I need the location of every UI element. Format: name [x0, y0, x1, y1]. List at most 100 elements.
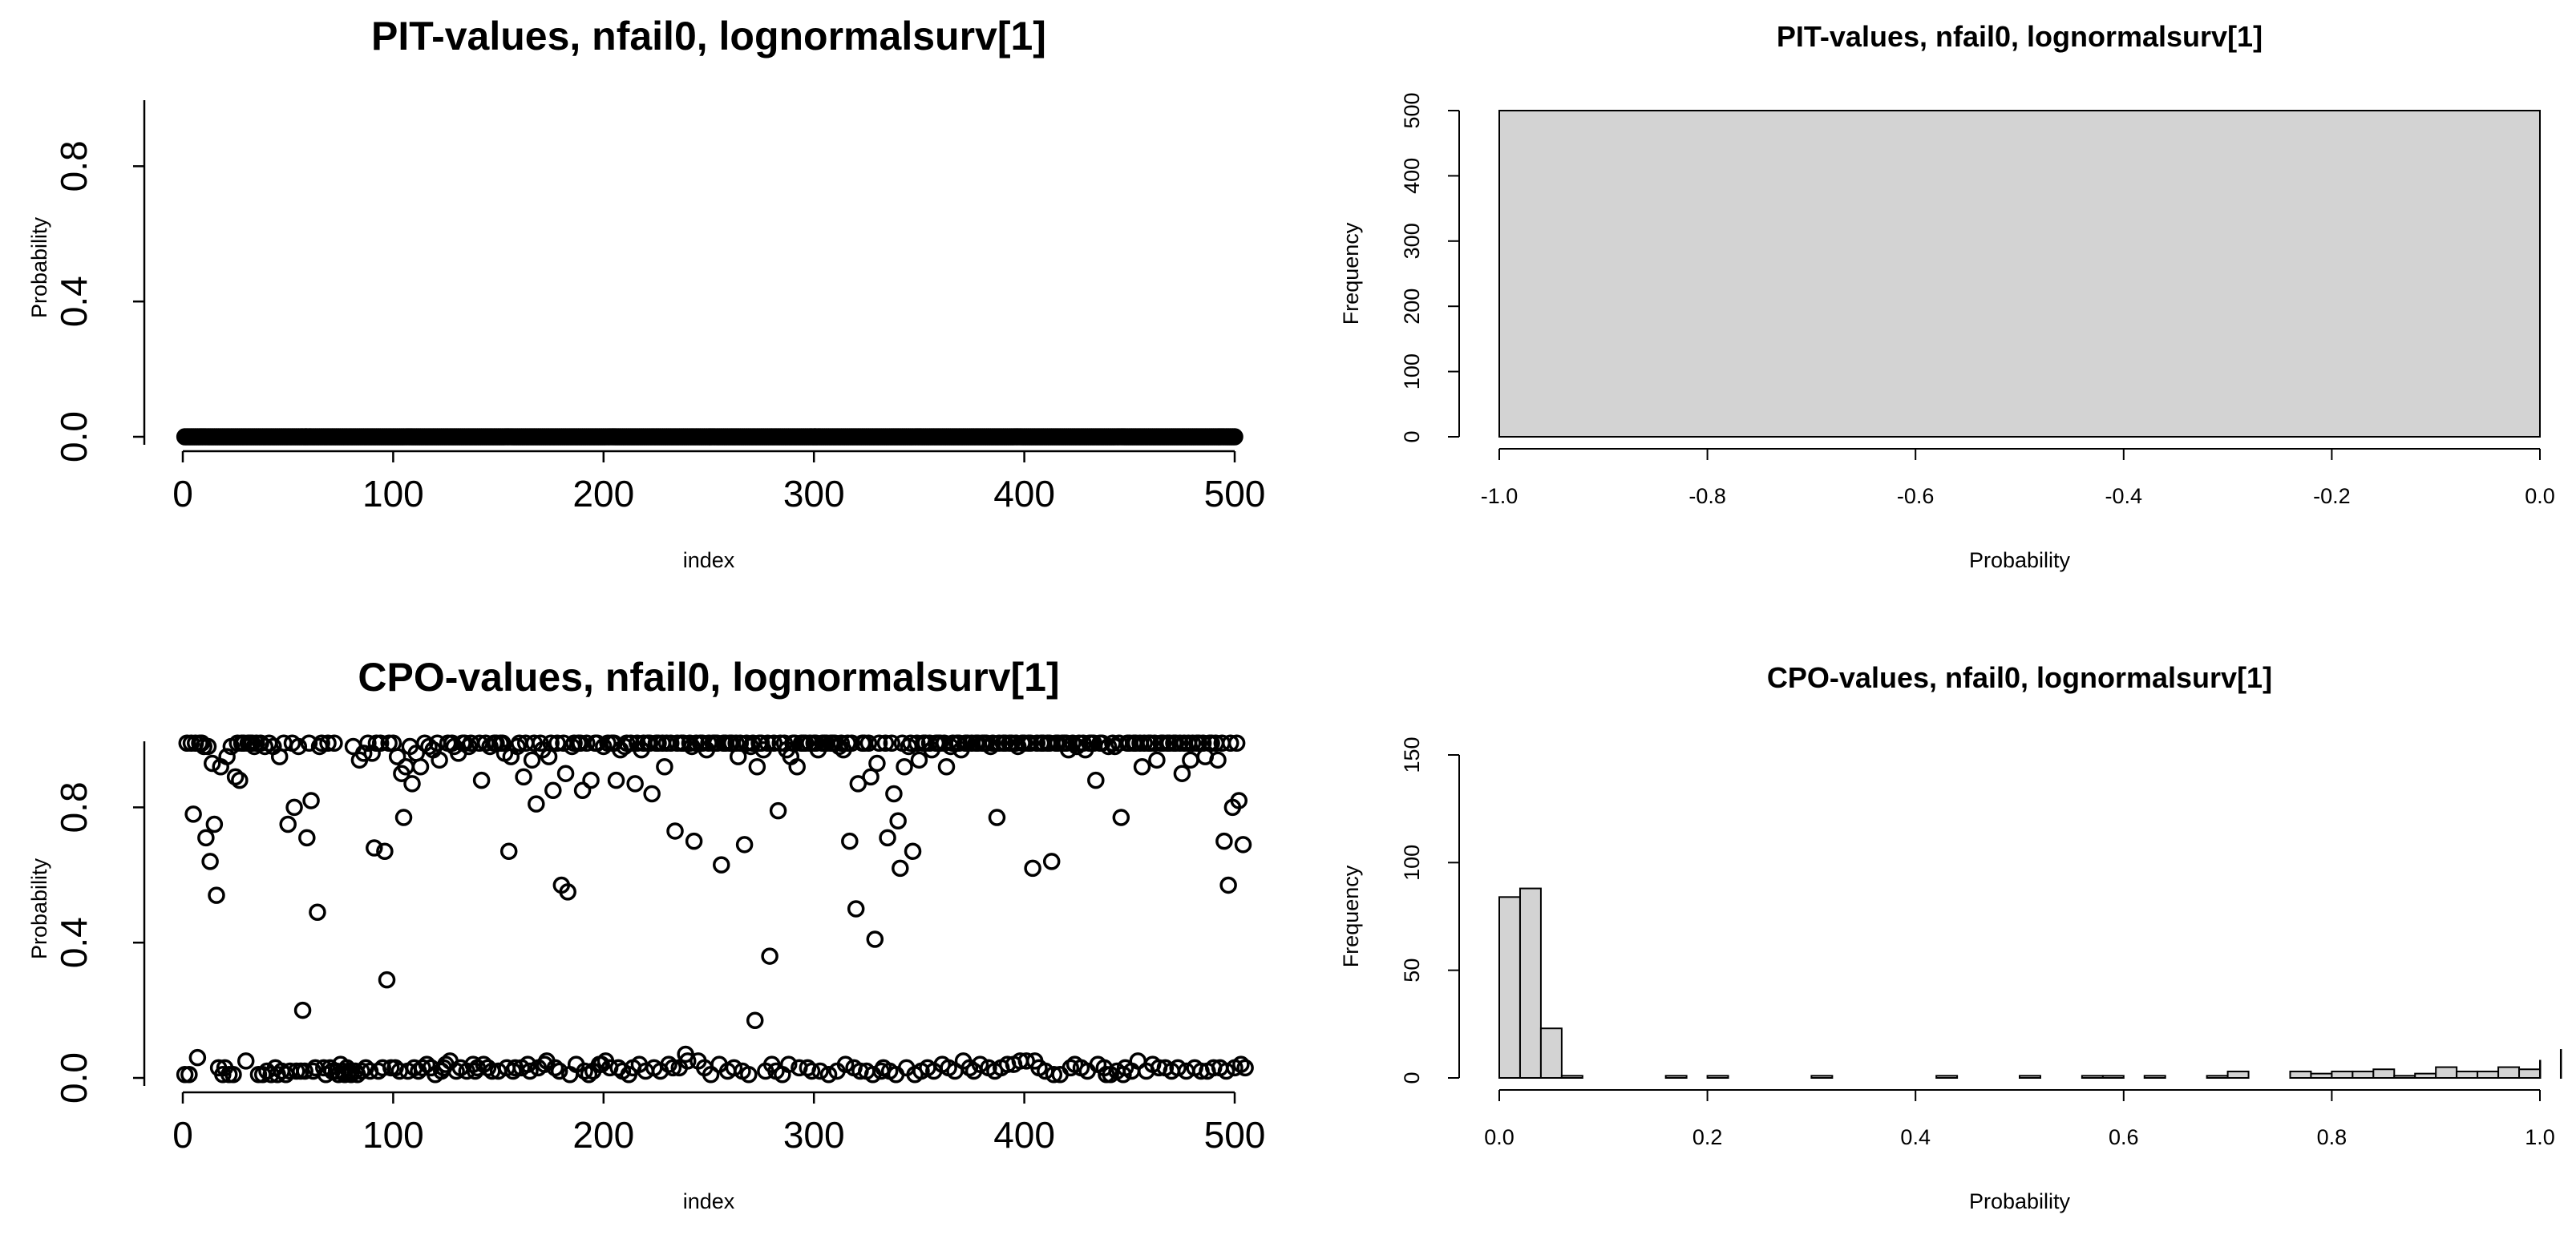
data-point: [746, 1011, 764, 1030]
data-point: [735, 836, 754, 854]
data-point: [499, 842, 518, 861]
y-axis-label: Frequency: [1339, 222, 1363, 325]
data-point: [656, 758, 673, 776]
chart-title: PIT-values, nfail0, lognormalsurv[1]: [1777, 20, 2263, 53]
data-point: [256, 737, 274, 756]
x-axis-label: Probability: [1969, 548, 2071, 572]
x-tick-label: 0: [172, 473, 193, 515]
data-point: [472, 771, 491, 789]
data-point: [960, 1059, 979, 1077]
data-point: [414, 1059, 431, 1077]
data-point: [180, 1066, 198, 1084]
data-point: [1182, 751, 1199, 769]
data-point: [420, 737, 438, 756]
y-tick-label: 400: [1400, 158, 1424, 194]
data-point: [199, 737, 217, 756]
y-tick-label: 0.0: [53, 1052, 95, 1104]
x-tick-label: 200: [572, 473, 634, 515]
data-point: [208, 886, 225, 904]
histogram-bar: [1810, 1075, 1834, 1080]
data-point: [353, 1062, 370, 1080]
data-point: [1017, 1052, 1035, 1070]
data-point: [664, 1059, 682, 1077]
data-point: [595, 737, 613, 756]
data-point: [388, 748, 406, 765]
data-point: [1099, 737, 1118, 756]
histogram-bar: [1519, 887, 1542, 1080]
data-point: [862, 768, 880, 786]
data-point: [876, 734, 895, 752]
data-point: [870, 734, 888, 752]
data-point: [748, 758, 766, 776]
x-tick-label: 300: [783, 1114, 845, 1156]
data-point: [542, 734, 560, 752]
data-point: [859, 734, 878, 752]
data-point: [1064, 734, 1082, 752]
y-tick-label: 50: [1400, 959, 1424, 983]
data-point: [580, 1066, 598, 1084]
data-point: [1045, 1066, 1063, 1084]
data-point: [607, 771, 625, 789]
x-tick-label: 0.0: [1484, 1125, 1514, 1149]
data-point: [309, 903, 326, 921]
data-point: [779, 1055, 798, 1073]
data-point: [559, 883, 576, 901]
data-point: [376, 842, 394, 861]
data-point: [904, 842, 922, 861]
pit-histogram-panel: PIT-values, nfail0, lognormalsurv[1] -1.0…: [1339, 20, 2555, 572]
data-point: [418, 1055, 436, 1073]
x-tick-label: -0.6: [1897, 484, 1935, 508]
data-point: [447, 1062, 465, 1080]
data-point: [578, 734, 596, 752]
data-point: [188, 1048, 207, 1067]
data-point: [550, 1062, 568, 1080]
data-point: [1062, 1059, 1080, 1077]
data-point: [363, 745, 381, 762]
cpo-scatter-panel: CPO-values, nfail0, lognormalsurv[1] 0 100…: [27, 655, 1265, 1213]
x-tick-label: -0.2: [2313, 484, 2351, 508]
data-point: [892, 859, 909, 878]
data-point: [1234, 836, 1252, 854]
y-tick-label: 500: [1400, 92, 1424, 128]
y-tick-label: 0.8: [53, 781, 95, 833]
data-point: [319, 734, 337, 752]
data-point: [237, 1052, 255, 1070]
data-point: [971, 1055, 989, 1073]
histogram-bar: [2081, 1075, 2104, 1080]
histogram-bar: [2435, 1066, 2458, 1079]
data-point: [546, 1059, 564, 1077]
data-point: [908, 734, 926, 752]
data-point: [836, 1055, 855, 1073]
histogram-bar: [2289, 1070, 2312, 1079]
histogram-bar: [2559, 1049, 2562, 1080]
data-point: [197, 829, 215, 847]
data-point: [293, 1001, 312, 1019]
histogram-bar: [2477, 1070, 2500, 1079]
data-point: [582, 771, 600, 789]
data-point: [1021, 734, 1040, 752]
data-point: [576, 1062, 593, 1080]
histogram-bar: [2143, 1075, 2166, 1080]
data-point: [1209, 751, 1227, 769]
data-point: [769, 801, 787, 820]
y-tick-label: 100: [1400, 353, 1424, 389]
data-point: [285, 798, 303, 817]
data-point: [289, 737, 308, 756]
histogram-bar: [1498, 110, 2541, 438]
x-tick-label: 0.2: [1692, 1125, 1723, 1149]
histogram-bar: [2518, 1068, 2542, 1079]
data-point: [298, 829, 316, 847]
data-point: [528, 795, 545, 813]
chart-title: PIT-values, nfail0, lognormalsurv[1]: [371, 14, 1046, 59]
y-tick-label: 0.8: [53, 140, 95, 192]
data-point: [592, 1055, 610, 1073]
data-point: [626, 775, 644, 793]
data-point: [313, 734, 330, 752]
histogram-bar: [1498, 896, 1521, 1079]
y-tick-label: 0.4: [53, 276, 95, 327]
data-point: [984, 734, 1001, 752]
data-point: [843, 734, 861, 752]
histogram-bar: [2497, 1066, 2521, 1079]
data-point: [937, 758, 956, 776]
x-tick-label: 100: [362, 473, 424, 515]
